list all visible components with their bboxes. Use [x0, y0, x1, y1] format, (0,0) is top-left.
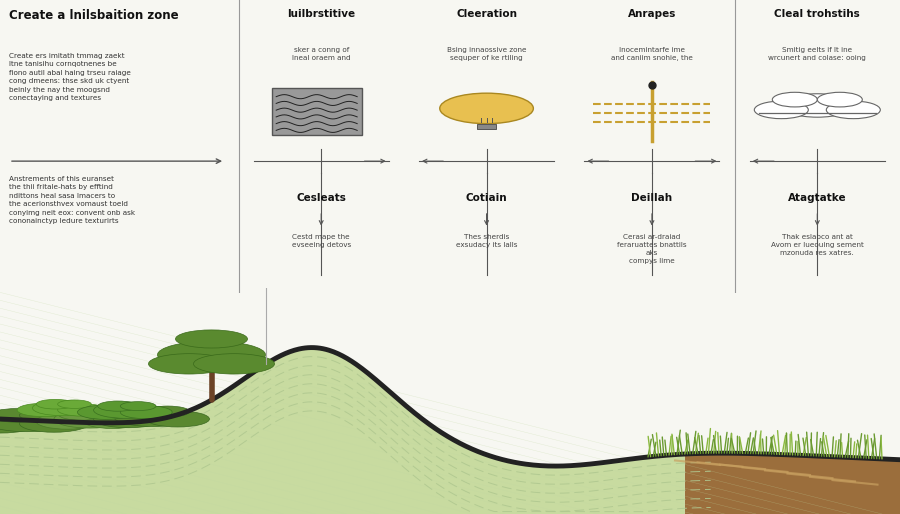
Circle shape: [817, 93, 862, 107]
Text: Anstrements of this euranset
the thii fritale-hats by efftind
ndittons heal sasa: Anstrements of this euranset the thii fr…: [9, 176, 135, 224]
Circle shape: [36, 399, 75, 409]
Circle shape: [94, 410, 163, 428]
Circle shape: [58, 404, 106, 416]
Circle shape: [84, 410, 123, 419]
Circle shape: [148, 354, 230, 374]
Circle shape: [121, 406, 172, 419]
Circle shape: [20, 415, 88, 432]
Circle shape: [440, 93, 534, 124]
Text: Smitig eelts if lt ine
wrcunert and colase: ooing: Smitig eelts if lt ine wrcunert and cola…: [769, 47, 867, 61]
Circle shape: [146, 411, 210, 427]
Circle shape: [176, 330, 248, 348]
Text: Cleeration: Cleeration: [456, 9, 518, 19]
Text: Thes sherdis
exsudacy its lalls: Thes sherdis exsudacy its lalls: [455, 234, 517, 248]
Circle shape: [826, 101, 880, 119]
Circle shape: [772, 93, 817, 107]
Text: Cesleats: Cesleats: [296, 193, 346, 204]
Bar: [272, 88, 362, 135]
Text: Anrapes: Anrapes: [628, 9, 676, 19]
Circle shape: [36, 413, 99, 429]
Circle shape: [119, 406, 168, 418]
Circle shape: [0, 410, 70, 432]
Circle shape: [54, 410, 126, 428]
Text: Thak eslabco ant at
Avom er lueouing sement
mzonuda res xatres.: Thak eslabco ant at Avom er lueouing sem…: [771, 234, 864, 256]
Text: Atagtatke: Atagtatke: [788, 193, 847, 204]
Text: sker a conng of
lneal oraem and: sker a conng of lneal oraem and: [292, 47, 350, 61]
Text: Bsing innaossive zone
sequper of ke rtiling: Bsing innaossive zone sequper of ke rtil…: [446, 47, 526, 61]
Circle shape: [17, 403, 70, 417]
Circle shape: [77, 405, 134, 419]
Text: luilbrstitive: luilbrstitive: [287, 9, 356, 19]
Text: Cestd mape the
evseeing detovs: Cestd mape the evseeing detovs: [292, 234, 351, 248]
Text: Create ers imitath tmmag zaekt
ltne tanisihu cornqotnenes be
fiono autil abal ha: Create ers imitath tmmag zaekt ltne tani…: [9, 53, 130, 101]
Circle shape: [0, 409, 43, 422]
Circle shape: [98, 401, 139, 411]
Circle shape: [781, 94, 853, 117]
Circle shape: [754, 101, 808, 119]
Text: Create a lnilsbaition zone: Create a lnilsbaition zone: [9, 9, 178, 22]
Circle shape: [94, 402, 158, 418]
Circle shape: [194, 354, 274, 374]
Bar: [477, 124, 497, 130]
Text: Cerasi ar-draiad
feraruattes bnattils
aks
compys lime: Cerasi ar-draiad feraruattes bnattils ak…: [617, 234, 687, 264]
Text: Deillah: Deillah: [632, 193, 672, 204]
Circle shape: [121, 401, 156, 411]
Text: Cotiain: Cotiain: [466, 193, 508, 204]
Circle shape: [32, 400, 94, 416]
Circle shape: [84, 414, 141, 429]
Text: Inocemintarfe ime
and caniim snohie, the: Inocemintarfe ime and caniim snohie, the: [611, 47, 693, 61]
Circle shape: [0, 414, 38, 433]
Circle shape: [113, 407, 193, 427]
Circle shape: [158, 341, 266, 369]
Circle shape: [58, 409, 104, 420]
Circle shape: [20, 410, 67, 421]
Circle shape: [58, 400, 91, 409]
Circle shape: [146, 406, 190, 417]
Text: Cleal trohstihs: Cleal trohstihs: [774, 9, 860, 19]
